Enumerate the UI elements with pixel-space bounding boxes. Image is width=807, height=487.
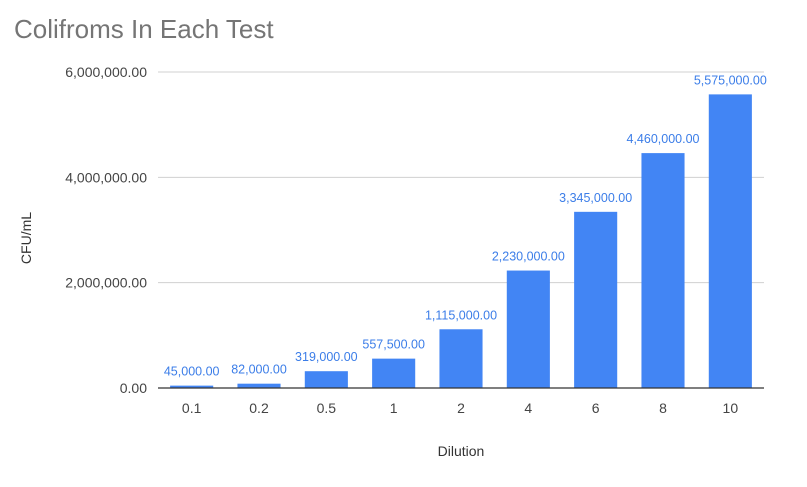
x-tick-label: 4 (524, 400, 532, 416)
x-tick-label: 1 (390, 400, 398, 416)
y-axis-title: CFU/mL (18, 212, 34, 264)
data-label: 82,000.00 (231, 363, 287, 377)
data-label: 4,460,000.00 (627, 132, 700, 146)
x-tick-label: 2 (457, 400, 465, 416)
data-label: 2,230,000.00 (492, 250, 565, 264)
data-label: 1,115,000.00 (425, 308, 497, 322)
bar (708, 94, 752, 388)
y-tick-label: 0.00 (120, 380, 147, 396)
bar (641, 153, 685, 388)
x-tick-label: 10 (723, 400, 739, 416)
bar (304, 371, 348, 388)
bar (372, 358, 416, 388)
x-tick-label: 0.2 (249, 400, 269, 416)
data-labels: 45,000.00 82,000.00 319,000.00 557,500.00 1,… (164, 73, 767, 378)
x-tick-label: 8 (659, 400, 667, 416)
bar (170, 385, 214, 388)
x-tick-label: 0.5 (317, 400, 337, 416)
data-label: 3,345,000.00 (559, 191, 632, 205)
bars (170, 94, 752, 388)
bar (574, 211, 618, 388)
y-tick-label: 6,000,000.00 (65, 64, 147, 80)
x-axis-ticks: 0.1 0.2 0.5 1 2 4 6 8 10 (182, 400, 738, 416)
data-label: 319,000.00 (295, 350, 358, 364)
bar (237, 383, 281, 388)
y-axis-ticks: 0.00 2,000,000.00 4,000,000.00 6,000,000.00 (65, 64, 147, 396)
y-tick-label: 4,000,000.00 (65, 169, 147, 185)
data-label: 5,575,000.00 (694, 73, 767, 87)
data-label: 45,000.00 (164, 365, 220, 379)
x-axis-title: Dilution (438, 443, 485, 459)
bar (506, 270, 550, 388)
bar (439, 329, 483, 388)
x-tick-label: 6 (592, 400, 600, 416)
data-label: 557,500.00 (362, 338, 425, 352)
y-tick-label: 2,000,000.00 (65, 275, 147, 291)
chart-title: Colifroms In Each Test (14, 14, 274, 44)
x-tick-label: 0.1 (182, 400, 202, 416)
